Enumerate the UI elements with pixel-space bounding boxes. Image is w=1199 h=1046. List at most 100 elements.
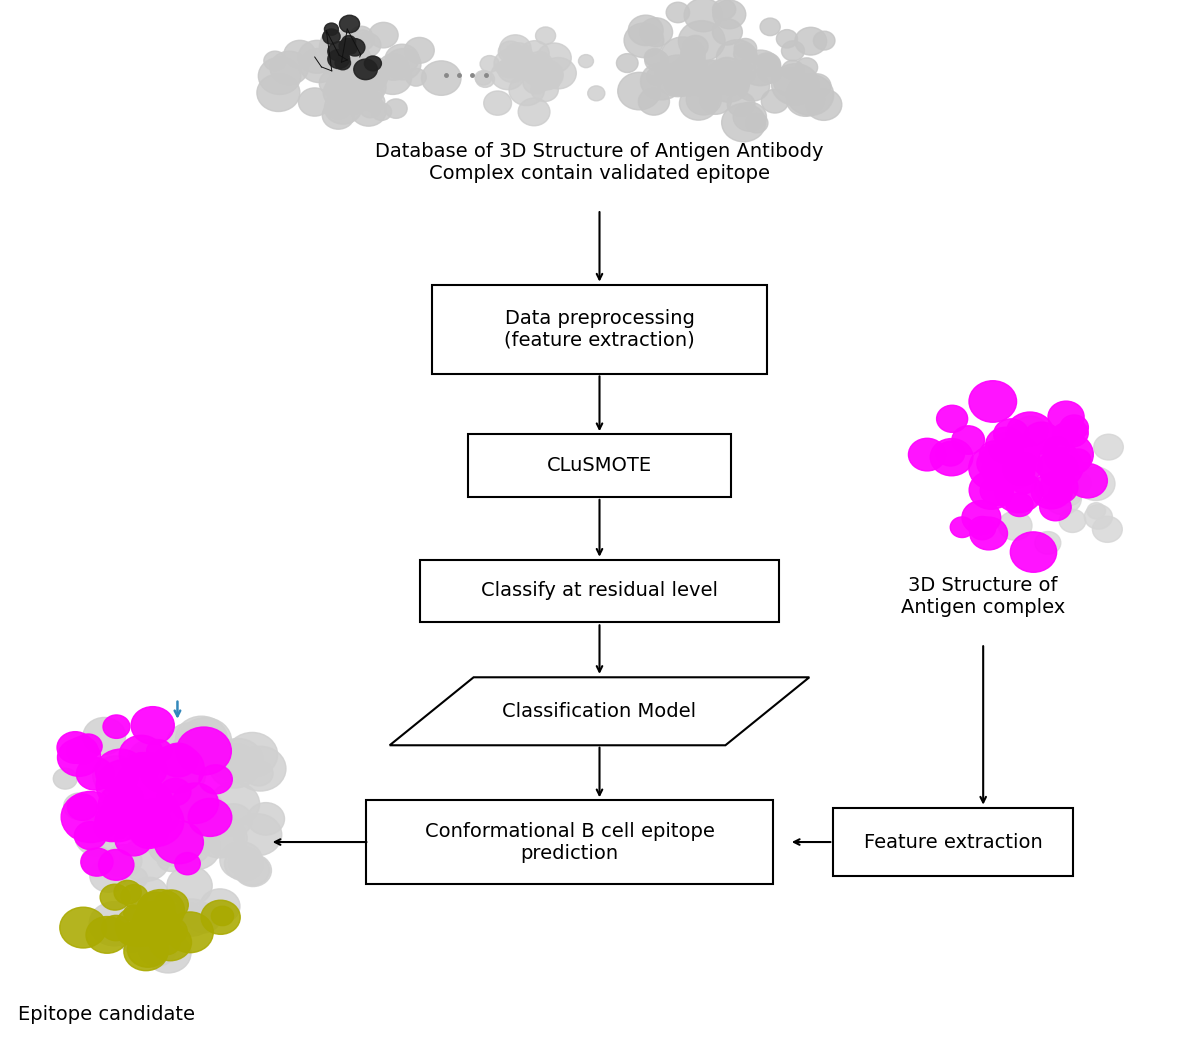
Circle shape	[722, 104, 766, 142]
Circle shape	[137, 913, 173, 946]
Circle shape	[336, 54, 362, 77]
Circle shape	[511, 56, 534, 76]
Circle shape	[156, 917, 187, 945]
Circle shape	[153, 932, 180, 955]
Circle shape	[155, 890, 188, 919]
Circle shape	[224, 847, 263, 881]
Circle shape	[126, 753, 159, 781]
Circle shape	[257, 74, 300, 112]
Circle shape	[681, 44, 703, 64]
Circle shape	[98, 849, 134, 881]
Circle shape	[60, 907, 107, 948]
Circle shape	[77, 757, 114, 790]
FancyBboxPatch shape	[420, 560, 779, 622]
Circle shape	[157, 793, 182, 815]
Circle shape	[319, 70, 349, 96]
Circle shape	[1006, 435, 1035, 461]
Circle shape	[146, 740, 171, 761]
Circle shape	[92, 756, 138, 796]
Circle shape	[773, 67, 807, 96]
Circle shape	[153, 754, 198, 793]
Circle shape	[110, 773, 152, 809]
Circle shape	[711, 62, 748, 94]
Circle shape	[335, 56, 360, 79]
Circle shape	[537, 43, 571, 73]
Circle shape	[205, 820, 247, 857]
Circle shape	[1007, 424, 1035, 448]
Circle shape	[385, 44, 418, 73]
Circle shape	[235, 855, 270, 886]
Circle shape	[114, 787, 151, 819]
Circle shape	[1068, 463, 1108, 498]
Circle shape	[168, 827, 210, 865]
Circle shape	[1002, 446, 1025, 465]
Text: Conformational B cell epitope
prediction: Conformational B cell epitope prediction	[424, 821, 715, 863]
Circle shape	[969, 517, 995, 540]
Circle shape	[994, 448, 1035, 484]
Circle shape	[123, 905, 143, 922]
Circle shape	[1031, 474, 1072, 508]
Circle shape	[712, 66, 741, 91]
Circle shape	[156, 832, 194, 865]
Circle shape	[994, 418, 1029, 450]
Circle shape	[1038, 448, 1083, 487]
Circle shape	[522, 65, 536, 77]
Circle shape	[505, 43, 532, 67]
Circle shape	[129, 815, 168, 848]
Circle shape	[758, 54, 778, 73]
Circle shape	[480, 55, 499, 72]
Circle shape	[712, 19, 742, 45]
Circle shape	[167, 866, 212, 906]
Circle shape	[182, 738, 215, 767]
Circle shape	[1047, 480, 1067, 497]
Circle shape	[1049, 483, 1072, 504]
Circle shape	[100, 884, 129, 910]
Circle shape	[350, 26, 373, 46]
Circle shape	[235, 746, 287, 791]
Circle shape	[201, 901, 240, 934]
Circle shape	[123, 780, 173, 823]
Circle shape	[989, 433, 1023, 463]
Circle shape	[667, 2, 689, 23]
Circle shape	[323, 29, 341, 44]
Circle shape	[1060, 415, 1089, 439]
Circle shape	[1006, 493, 1034, 517]
Circle shape	[986, 427, 1025, 462]
Circle shape	[137, 889, 185, 931]
Circle shape	[782, 41, 805, 61]
Circle shape	[329, 53, 356, 77]
Circle shape	[980, 476, 1013, 505]
Circle shape	[712, 0, 736, 20]
Circle shape	[1059, 485, 1081, 505]
Circle shape	[1084, 504, 1113, 529]
Circle shape	[335, 56, 350, 70]
Circle shape	[169, 733, 216, 774]
Circle shape	[982, 454, 1020, 487]
Circle shape	[325, 23, 338, 36]
Circle shape	[674, 53, 707, 83]
Circle shape	[323, 101, 355, 130]
Circle shape	[284, 41, 315, 68]
Circle shape	[336, 59, 364, 83]
Circle shape	[541, 58, 577, 89]
Circle shape	[67, 794, 97, 820]
Circle shape	[520, 55, 547, 77]
Circle shape	[169, 825, 221, 870]
Circle shape	[993, 437, 1030, 470]
Circle shape	[644, 48, 665, 67]
Circle shape	[541, 62, 556, 75]
Circle shape	[132, 909, 169, 940]
Circle shape	[144, 817, 192, 859]
Circle shape	[144, 816, 179, 847]
Circle shape	[176, 727, 231, 775]
Circle shape	[58, 731, 94, 764]
Circle shape	[83, 718, 126, 754]
Circle shape	[1093, 434, 1123, 460]
Circle shape	[523, 71, 549, 94]
Circle shape	[118, 764, 152, 794]
Circle shape	[122, 812, 156, 842]
Circle shape	[175, 717, 228, 761]
Circle shape	[969, 381, 1017, 423]
Circle shape	[518, 98, 550, 126]
Circle shape	[705, 62, 742, 93]
